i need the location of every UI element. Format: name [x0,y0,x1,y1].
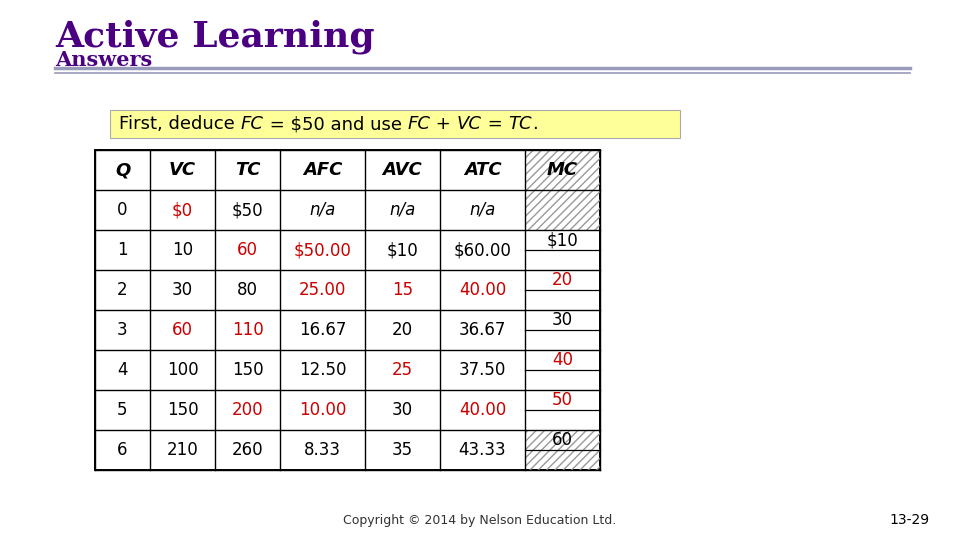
Text: .: . [532,115,538,133]
Text: 30: 30 [172,281,193,299]
Text: 1: 1 [117,241,128,259]
Text: n/a: n/a [309,201,336,219]
Text: 16.67: 16.67 [299,321,347,339]
Text: AVC: AVC [383,161,422,179]
Text: 0: 0 [117,201,128,219]
Text: 4: 4 [117,361,128,379]
Text: $10: $10 [546,231,578,249]
Text: 15: 15 [392,281,413,299]
FancyBboxPatch shape [95,150,600,470]
Text: TC: TC [235,161,260,179]
Text: 3: 3 [117,321,128,339]
Text: 20: 20 [552,271,573,289]
Text: 40: 40 [552,351,573,369]
Text: 80: 80 [237,281,258,299]
Text: $50: $50 [231,201,263,219]
Text: $50.00: $50.00 [294,241,351,259]
Text: 13-29: 13-29 [890,513,930,527]
Text: Q: Q [115,161,131,179]
Text: 30: 30 [392,401,413,419]
Text: 260: 260 [231,441,263,459]
Text: 5: 5 [117,401,128,419]
Text: $60.00: $60.00 [453,241,512,259]
Text: 60: 60 [237,241,258,259]
Text: 20: 20 [392,321,413,339]
Text: First, deduce: First, deduce [119,115,241,133]
Text: +: + [430,115,457,133]
Text: MC: MC [547,161,578,179]
Text: Answers: Answers [55,50,153,70]
Text: VC: VC [457,115,482,133]
Text: 60: 60 [172,321,193,339]
Text: n/a: n/a [390,201,416,219]
Text: VC: VC [169,161,196,179]
Text: 43.33: 43.33 [459,441,506,459]
Text: $10: $10 [387,241,419,259]
Text: FC: FC [407,115,430,133]
Text: n/a: n/a [469,201,495,219]
Text: 150: 150 [167,401,199,419]
Text: 25.00: 25.00 [299,281,347,299]
Text: 35: 35 [392,441,413,459]
Text: 10: 10 [172,241,193,259]
Text: 200: 200 [231,401,263,419]
Text: = $50 and use: = $50 and use [263,115,407,133]
Text: Active Learning: Active Learning [55,20,374,55]
Text: 2: 2 [117,281,128,299]
Text: 37.50: 37.50 [459,361,506,379]
Text: 36.67: 36.67 [459,321,506,339]
Text: 12.50: 12.50 [299,361,347,379]
Text: 25: 25 [392,361,413,379]
Text: 40.00: 40.00 [459,401,506,419]
Text: 8.33: 8.33 [304,441,341,459]
Text: TC: TC [508,115,532,133]
Text: 10.00: 10.00 [299,401,347,419]
Text: 150: 150 [231,361,263,379]
Text: 210: 210 [167,441,199,459]
Text: 60: 60 [552,431,573,449]
Text: AFC: AFC [302,161,342,179]
Text: 110: 110 [231,321,263,339]
Text: ATC: ATC [464,161,501,179]
Text: 40.00: 40.00 [459,281,506,299]
Text: 6: 6 [117,441,128,459]
Text: Copyright © 2014 by Nelson Education Ltd.: Copyright © 2014 by Nelson Education Ltd… [344,514,616,527]
Text: 100: 100 [167,361,199,379]
Text: 30: 30 [552,311,573,329]
Text: =: = [482,115,508,133]
Text: FC: FC [241,115,263,133]
Text: $0: $0 [172,201,193,219]
FancyBboxPatch shape [110,110,680,138]
Text: 50: 50 [552,391,573,409]
